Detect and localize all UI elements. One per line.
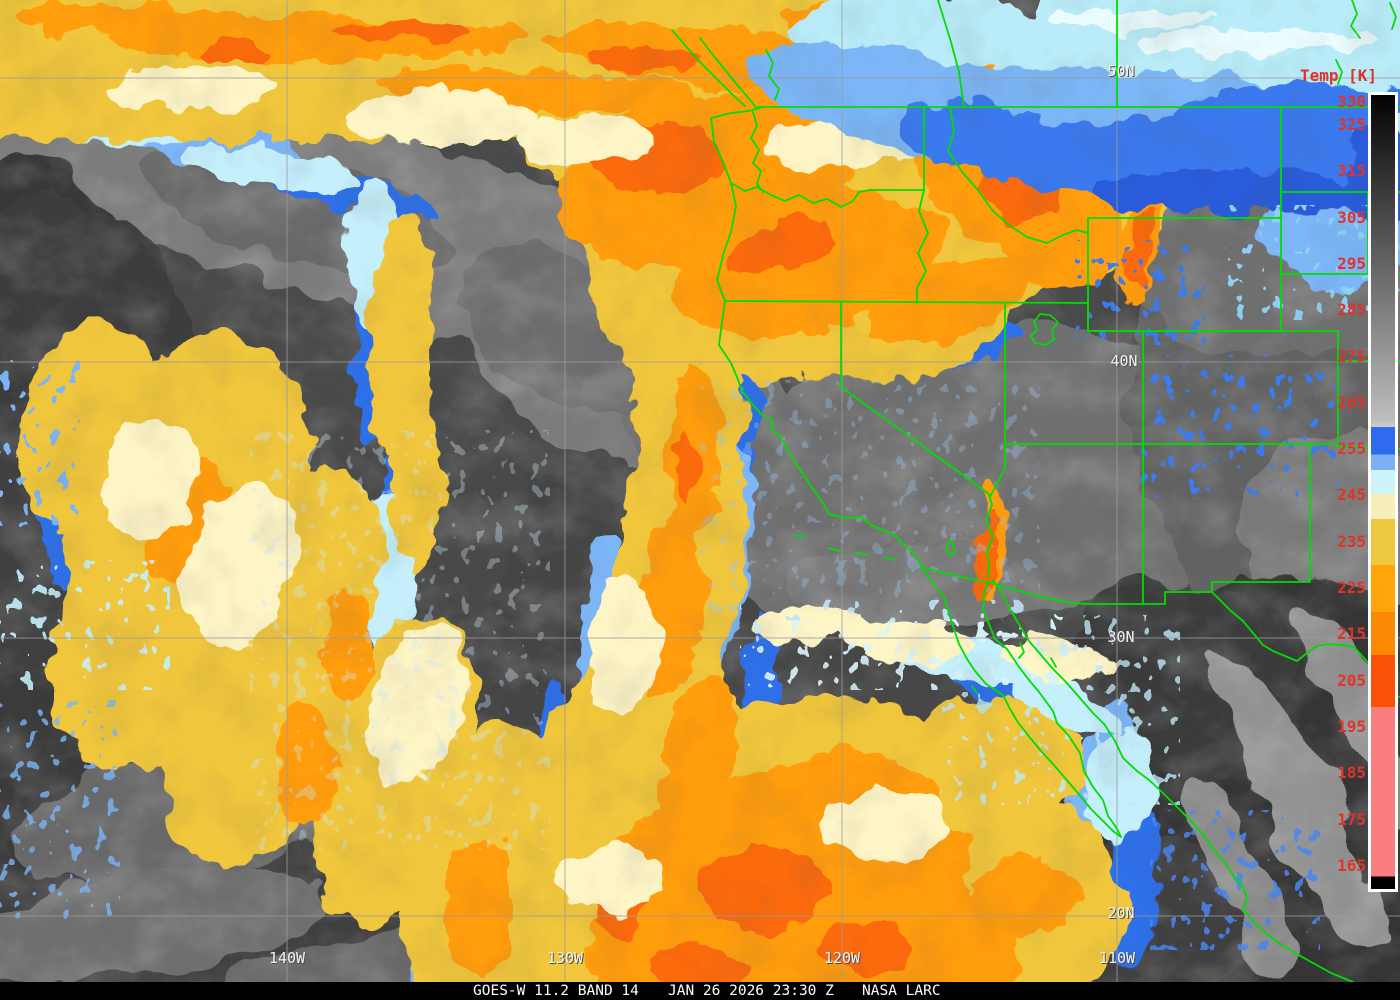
colorbar-title: Temp [K] [1300,66,1377,85]
gulf-islands [971,642,1057,694]
colorbar-tick-label: 195 [1337,717,1366,736]
42n-border [724,300,1089,304]
colorbar-gradient [1371,95,1395,889]
nm-tx-border [1211,443,1311,593]
footer-timestamp: JAN 26 2026 23:30 Z [668,983,834,999]
baja-west-coast [920,566,1122,838]
coastline-west [710,117,922,568]
lat-label: 50N [1107,62,1134,80]
vancouver-island [671,29,746,107]
lat-label: 40N [1110,352,1137,370]
salton-sea [945,539,956,557]
wa-or-border [730,182,925,208]
colorbar-tick-label: 185 [1337,763,1366,782]
colorbar-tick-label: 165 [1337,856,1366,875]
colorado-river-border [985,493,994,578]
colorbar-tick-label: 245 [1337,485,1366,504]
colorbar-tick-label: 305 [1337,208,1366,227]
colorbar [1368,92,1398,892]
colorbar-tick-label: 325 [1337,115,1366,134]
footer-credit: NASA LARC [862,983,941,999]
lat-label: 20N [1107,904,1134,922]
lat-label: 30N [1107,628,1134,646]
colorbar-tick-label: 295 [1337,254,1366,273]
colorbar-tick-label: 255 [1337,439,1366,458]
colorbar-tick-label: 265 [1337,393,1366,412]
colorbar-tick-label: 215 [1337,624,1366,643]
colorbar-tick-label: 275 [1337,347,1366,366]
colorbar-tick-label: 330 [1337,92,1366,111]
us-mexico-border [920,566,1213,605]
colorbar-tick-label: 285 [1337,300,1366,319]
id-mt-border [947,106,1089,244]
bc-inlets [765,49,780,101]
footer-bar: GOES-W 11.2 BAND 14 JAN 26 2026 23:30 Z … [0,982,1400,1000]
colorbar-tick-label: 175 [1337,810,1366,829]
colorbar-tick-labels: 330 325 315 305 295 285 275 265 255 245 235 225 215 2… [1337,92,1366,875]
ca-nv-border [840,302,990,495]
channel-islands [794,534,896,561]
footer-instrument: GOES-W 11.2 BAND 14 [473,983,639,999]
colorbar-tick-label: 225 [1337,578,1366,597]
colorbar-tick-label: 205 [1337,671,1366,690]
or-id-border [916,189,929,304]
lon-label: 130W [547,949,584,967]
lon-label: 140W [269,949,306,967]
canada-lakes [1335,0,1397,85]
map-borders [671,0,1400,982]
puget-sound [750,111,764,193]
geo-labels: 50N 40N 30N 20N 140W 130W 120W 110W [269,62,1138,967]
mexico-mainland-coast [992,579,1354,982]
baja-east-coast [982,581,1122,838]
lon-label: 120W [824,949,861,967]
great-salt-lake [1030,313,1059,346]
nv-ut-border [989,302,1006,498]
colorbar-tick-label: 235 [1337,532,1366,551]
bc-coast [699,37,758,110]
colorbar-tick-label: 315 [1337,161,1366,180]
lon-label: 110W [1099,949,1136,967]
bc-alberta-border [937,0,965,108]
